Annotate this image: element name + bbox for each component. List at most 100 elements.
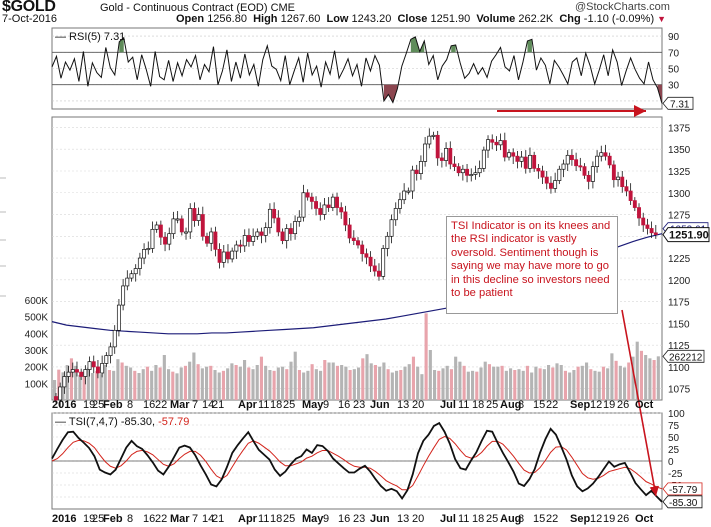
x-tick-label: Mar xyxy=(170,513,190,525)
candle-body xyxy=(133,268,138,275)
x-tick-label: 21 xyxy=(212,399,224,411)
candle-body xyxy=(490,139,495,143)
volume-bar xyxy=(466,371,470,400)
volume-bar xyxy=(319,370,323,400)
price-tick-label: 1075 xyxy=(668,385,691,396)
candle-body xyxy=(456,166,461,174)
x-tick-label: Mar xyxy=(170,399,190,411)
volume-bar xyxy=(428,350,432,400)
volume-bar xyxy=(509,368,513,400)
candle-body xyxy=(335,196,339,208)
x-tick-label: 26 xyxy=(617,513,629,525)
volume-bar xyxy=(86,367,90,400)
tsi-value-tag xyxy=(662,495,703,509)
x-tick-label: Oct xyxy=(635,399,654,411)
candle-body xyxy=(481,149,486,169)
candle-body xyxy=(414,169,419,174)
volume-bar xyxy=(513,370,517,400)
volume-bar xyxy=(116,359,120,400)
x-tick-label: 25 xyxy=(283,399,295,411)
volume-bar xyxy=(226,368,230,400)
volume-label: Volume xyxy=(476,13,516,25)
candle-body xyxy=(112,329,117,348)
candle-body xyxy=(137,257,142,269)
stockcharts-watermark: @StockCharts.com xyxy=(575,1,670,13)
volume-bar xyxy=(449,369,454,400)
candle-body xyxy=(121,285,126,306)
candle-body xyxy=(339,207,344,213)
contract-name: Gold - Continuous Contract (EOD) CME xyxy=(100,2,295,14)
volume-bar xyxy=(57,369,61,400)
volume-bar xyxy=(500,365,504,400)
volume-bar xyxy=(53,380,57,400)
price-tick-label: 1175 xyxy=(668,298,690,309)
high-label: High xyxy=(253,13,278,25)
candle-body xyxy=(150,228,155,249)
price-tick-label: 1200 xyxy=(668,276,691,287)
volume-bar xyxy=(145,366,150,400)
x-tick-label: 7 xyxy=(192,513,198,525)
candle-body xyxy=(599,152,604,157)
x-tick-label: Apr xyxy=(238,513,258,525)
candle-body xyxy=(301,192,306,218)
volume-bar xyxy=(183,365,188,400)
candle-body xyxy=(502,140,507,158)
volume-bar xyxy=(150,370,154,400)
x-tick-label: 15 xyxy=(533,513,545,525)
candle-body xyxy=(314,201,319,209)
tsi-tick-label: 0 xyxy=(668,457,674,468)
x-tick-label: 25 xyxy=(92,399,104,411)
candle-body xyxy=(100,363,105,374)
x-tick-label: 8 xyxy=(518,399,524,411)
x-tick-label: 8 xyxy=(127,399,133,411)
volume-bar xyxy=(458,361,462,400)
candle-body xyxy=(431,134,436,137)
x-tick-label: 12 xyxy=(590,399,602,411)
contract-title: Gold - Continuous Contract (EOD) xyxy=(100,2,268,14)
candle-body xyxy=(641,217,646,226)
close-value: 1251.90 xyxy=(430,13,471,25)
volume-bar xyxy=(112,370,116,400)
price-tick-label: 1125 xyxy=(668,341,690,352)
x-tick-label: 25 xyxy=(486,399,498,411)
volume-bar xyxy=(293,351,297,400)
candle-body xyxy=(649,228,654,234)
x-tick-label: 9 xyxy=(323,513,329,525)
candle-body xyxy=(351,237,356,241)
volume-bar xyxy=(382,362,386,400)
x-tick-label: 8 xyxy=(127,513,133,525)
rsi-line xyxy=(51,36,663,104)
volume-bar xyxy=(213,370,217,400)
tsi-annotation-arrow xyxy=(621,309,659,497)
candle-body xyxy=(91,361,96,368)
volume-bar xyxy=(534,366,538,400)
annotation-arrows xyxy=(497,105,659,497)
candle-body xyxy=(607,155,612,166)
volume-bar xyxy=(610,353,614,400)
candle-body xyxy=(142,249,147,259)
candle-body xyxy=(494,141,499,146)
price-value-tag xyxy=(662,227,710,243)
annotation-box: TSI Indicator is on its knees and the RS… xyxy=(446,216,618,314)
candle-body xyxy=(637,207,641,219)
candle-body xyxy=(200,214,205,237)
candle-body xyxy=(238,244,243,247)
x-tick-label: 18 xyxy=(270,399,282,411)
volume-bar xyxy=(352,369,356,400)
rsi-legend: — RSI(5) 7.31 xyxy=(55,31,125,43)
candle-body xyxy=(393,208,398,221)
rsi-value-tag xyxy=(662,96,694,110)
volume-bar xyxy=(576,366,580,400)
x-tick-label: 14 xyxy=(202,513,214,525)
candle-body xyxy=(58,386,63,401)
x-tick-label: 15 xyxy=(533,399,545,411)
volume-bar xyxy=(542,369,546,400)
x-tick-label: Oct xyxy=(635,513,654,525)
candle-body xyxy=(330,196,335,208)
rsi-tick-label: 30 xyxy=(668,81,680,92)
candle-body xyxy=(523,156,528,169)
candle-body xyxy=(498,140,503,146)
tsi-legend-signal: -57.79 xyxy=(158,416,189,428)
volume-bar xyxy=(648,358,652,400)
volume-bar xyxy=(445,365,449,400)
